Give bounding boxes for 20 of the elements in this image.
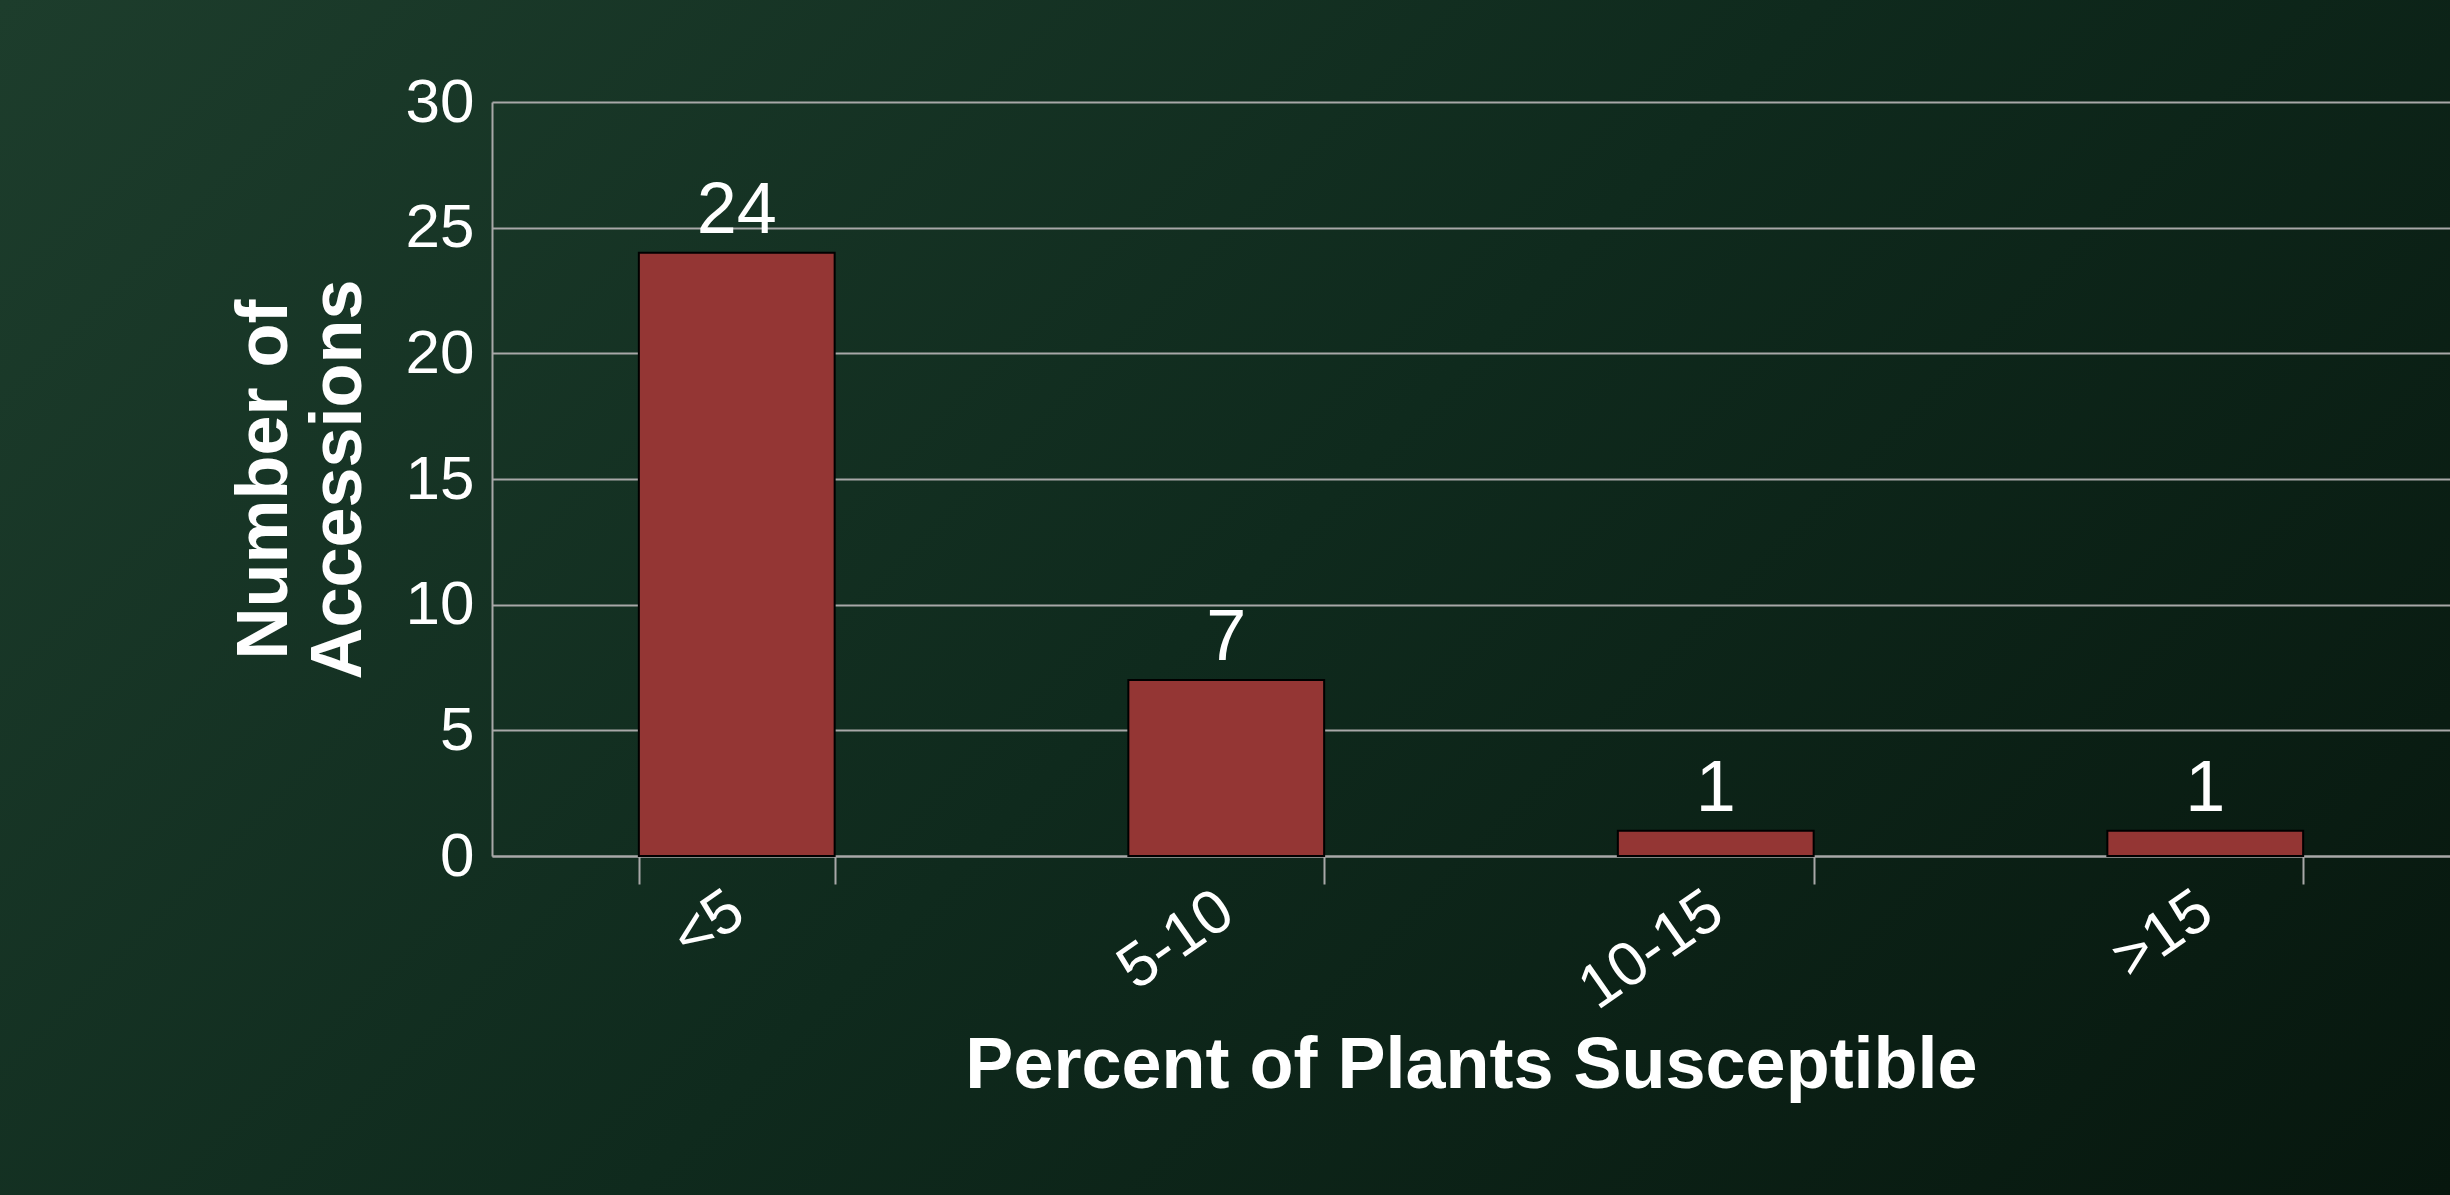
bar [1616, 829, 1815, 857]
data-label: 1 [2185, 745, 2226, 826]
x-axis-title: Percent of Plants Susceptible [965, 1022, 1978, 1103]
x-tick-label: 5-10 [1103, 874, 1246, 1002]
x-tick-label: >15 [2098, 874, 2225, 992]
data-label: 7 [1206, 595, 1247, 676]
y-tick-label: 15 [405, 442, 475, 512]
y-tick-label: 0 [440, 819, 475, 889]
y-tick-label: 25 [405, 191, 475, 261]
bar [637, 251, 836, 857]
data-label: 24 [696, 167, 777, 248]
data-label: 1 [1695, 745, 1736, 826]
y-tick-label: 20 [405, 316, 475, 386]
x-tick-label: <5 [658, 874, 756, 972]
y-tick-label: 10 [405, 568, 475, 638]
bar [2106, 829, 2305, 857]
y-tick-label: 5 [440, 693, 475, 763]
y-axis-title: Number of Accessions [221, 279, 376, 680]
bar [1127, 679, 1326, 857]
y-tick-label: 30 [405, 65, 475, 135]
